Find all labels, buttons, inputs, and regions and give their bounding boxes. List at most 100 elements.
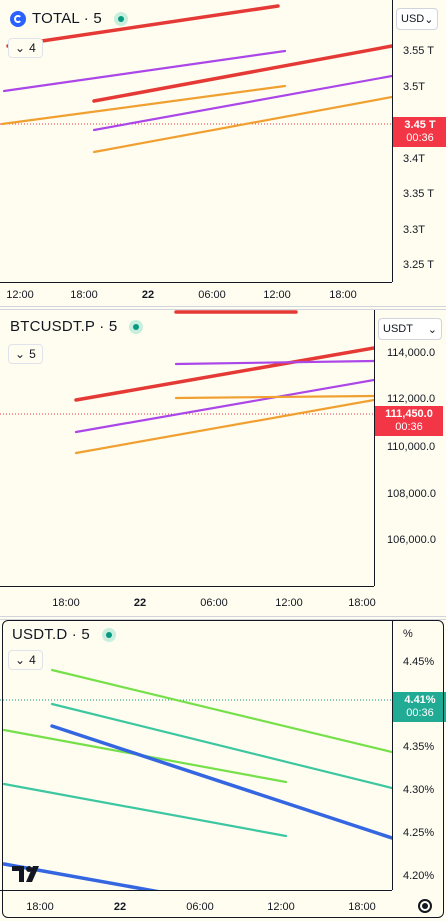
price-plot-btcusdt[interactable] xyxy=(0,310,374,586)
y-tick: 114,000.0 xyxy=(387,347,436,359)
settings-icon[interactable] xyxy=(418,899,432,913)
live-dot-icon xyxy=(101,627,116,642)
trend-line xyxy=(50,724,392,840)
price-plot-total[interactable] xyxy=(0,0,392,282)
x-tick: 12:00 xyxy=(267,901,295,913)
coin-icon xyxy=(10,10,26,27)
symbol-name: USDT.D xyxy=(12,626,68,643)
indicator-count: 4 xyxy=(29,41,36,55)
trend-line xyxy=(50,668,392,754)
trend-line xyxy=(174,359,374,366)
chevron-down-icon: ⌄ xyxy=(15,347,26,361)
chart-panel-btcusdt[interactable]: BTCUSDT.P · 5 ⌄ 5 USDT ⌄ 114,000.0 112,0… xyxy=(0,310,446,616)
last-price-tag: 3.45 T 00:36 xyxy=(393,117,446,147)
chevron-down-icon: ⌄ xyxy=(15,653,26,667)
y-tick: 4.45% xyxy=(403,656,435,668)
y-tick: 3.55 T xyxy=(403,45,434,57)
chevron-down-icon: ⌄ xyxy=(427,323,437,336)
x-tick: 06:00 xyxy=(198,289,226,301)
trend-line xyxy=(74,346,374,402)
trend-line xyxy=(74,378,374,434)
x-tick: 18:00 xyxy=(52,597,80,609)
y-tick: 4.25% xyxy=(403,827,435,839)
last-price: 3.45 T xyxy=(404,119,436,131)
y-tick: 106,000.0 xyxy=(387,534,436,546)
last-price-tag: 111,450.0 00:36 xyxy=(375,406,443,436)
pane-separator[interactable] xyxy=(0,306,446,310)
y-tick: 3.5T xyxy=(403,81,426,93)
symbol-name: BTCUSDT.P xyxy=(10,318,95,335)
x-tick: 12:00 xyxy=(6,289,34,301)
bar-countdown: 00:36 xyxy=(406,707,434,719)
tradingview-logo xyxy=(12,866,39,882)
x-tick: 06:00 xyxy=(200,597,228,609)
y-tick: 3.25 T xyxy=(403,259,434,271)
currency-label[interactable]: % xyxy=(403,628,413,640)
trend-line xyxy=(2,49,287,93)
trend-line xyxy=(50,702,392,790)
time-axis[interactable]: 12:00 18:00 22 06:00 12:00 18:00 xyxy=(0,282,392,307)
x-tick: 12:00 xyxy=(275,597,303,609)
y-tick: 108,000.0 xyxy=(387,488,436,500)
indicators-collapse-button[interactable]: ⌄ 5 xyxy=(8,344,43,364)
x-tick: 22 xyxy=(113,901,127,913)
legend-btcusdt[interactable]: BTCUSDT.P · 5 xyxy=(10,318,144,335)
legend-total[interactable]: TOTAL · 5 xyxy=(10,10,128,27)
interval: 5 xyxy=(81,626,90,643)
y-tick: 112,000.0 xyxy=(387,393,436,405)
interval: 5 xyxy=(108,318,118,335)
pane-separator[interactable] xyxy=(0,616,446,620)
trend-line xyxy=(92,44,392,103)
chevron-down-icon: ⌄ xyxy=(424,13,434,26)
bar-countdown: 00:36 xyxy=(406,132,434,144)
price-axis[interactable]: USD ⌄ 3.55 T 3.5T 3.4T 3.35 T 3.3T 3.25 … xyxy=(392,0,446,282)
trend-line xyxy=(74,398,374,455)
chart-panel-total[interactable]: TOTAL · 5 ⌄ 4 USD ⌄ 3.55 T 3.5T 3.4T 3.3… xyxy=(0,0,446,306)
y-tick: 4.20% xyxy=(403,870,435,882)
y-tick: 110,000.0 xyxy=(387,441,436,453)
currency-select[interactable]: USD ⌄ xyxy=(396,8,438,30)
x-tick: 18:00 xyxy=(348,901,376,913)
price-plot-usdtd[interactable] xyxy=(0,620,392,890)
currency-label: USDT xyxy=(383,323,413,335)
indicator-count: 5 xyxy=(29,347,36,361)
interval: 5 xyxy=(93,10,102,27)
trend-line xyxy=(174,394,374,400)
y-tick: 3.3T xyxy=(403,224,426,236)
y-tick: 4.30% xyxy=(403,784,435,796)
x-tick: 18:00 xyxy=(329,289,357,301)
indicators-collapse-button[interactable]: ⌄ 4 xyxy=(8,38,43,58)
trend-line xyxy=(92,74,392,132)
last-price-tag: 4.41% 00:36 xyxy=(393,692,446,722)
indicators-collapse-button[interactable]: ⌄ 4 xyxy=(8,650,43,670)
currency-label: USD xyxy=(401,13,425,25)
x-tick: 18:00 xyxy=(70,289,98,301)
y-tick: 3.35 T xyxy=(403,188,434,200)
last-price: 4.41% xyxy=(404,694,436,706)
time-axis[interactable]: 18:00 22 06:00 12:00 18:00 xyxy=(0,586,376,617)
trend-line xyxy=(2,782,288,838)
price-axis[interactable]: % 4.45% 4.35% 4.30% 4.25% 4.20% 4.41% 00… xyxy=(392,620,446,890)
x-tick: 18:00 xyxy=(348,597,376,609)
legend-usdtd[interactable]: USDT.D · 5 xyxy=(12,626,116,643)
symbol-name: TOTAL xyxy=(32,10,80,27)
x-tick: 18:00 xyxy=(26,901,54,913)
indicator-count: 4 xyxy=(29,653,36,667)
last-price: 111,450.0 xyxy=(385,408,433,420)
x-tick: 22 xyxy=(141,289,155,301)
y-tick: 4.35% xyxy=(403,741,435,753)
price-axis[interactable]: USDT ⌄ 114,000.0 112,000.0 110,000.0 108… xyxy=(374,310,446,586)
currency-select[interactable]: USDT ⌄ xyxy=(378,318,442,340)
trend-line xyxy=(6,4,280,48)
live-dot-icon xyxy=(129,319,144,334)
chart-panel-usdtd[interactable]: USDT.D · 5 ⌄ 4 % 4.45% 4.35% 4.30% 4.25%… xyxy=(0,620,446,920)
trend-line xyxy=(92,95,392,154)
live-dot-icon xyxy=(113,11,128,26)
bar-countdown: 00:36 xyxy=(395,421,423,433)
chevron-down-icon: ⌄ xyxy=(15,41,26,55)
time-axis[interactable]: 18:00 22 06:00 12:00 18:00 xyxy=(0,890,392,921)
trend-line xyxy=(0,84,287,126)
x-tick: 06:00 xyxy=(186,901,214,913)
x-tick: 12:00 xyxy=(263,289,291,301)
y-tick: 3.4T xyxy=(403,153,426,165)
